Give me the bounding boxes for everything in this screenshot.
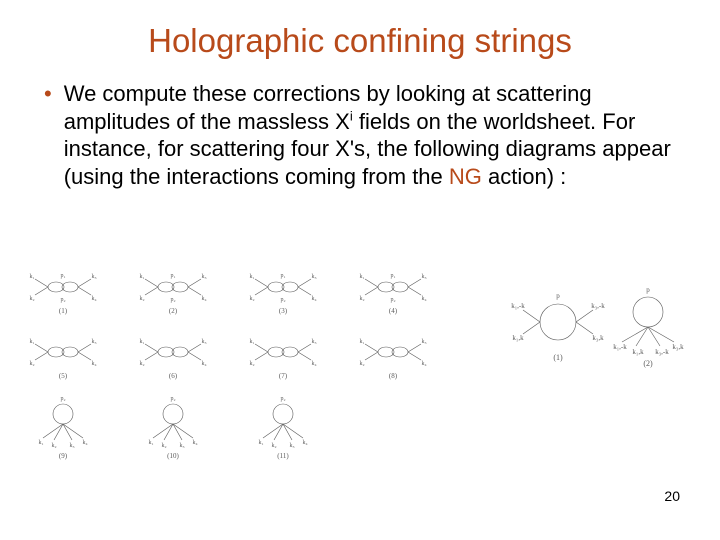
svg-text:k₁,-k: k₁,-k	[511, 302, 525, 310]
svg-text:k₃: k₃	[421, 274, 426, 280]
svg-text:k₃: k₃	[91, 274, 96, 280]
bullet-item: • We compute these corrections by lookin…	[0, 80, 720, 190]
svg-text:p: p	[556, 292, 560, 300]
svg-text:k₁: k₁	[249, 339, 254, 345]
svg-text:k₃: k₃	[311, 339, 316, 345]
svg-text:k₂: k₂	[161, 443, 166, 449]
svg-text:(1): (1)	[553, 353, 563, 362]
svg-text:k₁: k₁	[258, 440, 263, 446]
page-title: Holographic confining strings	[0, 0, 720, 60]
svg-text:k₄: k₄	[302, 440, 307, 446]
svg-text:k₃: k₃	[91, 339, 96, 345]
svg-text:k₂: k₂	[359, 296, 364, 302]
svg-text:k₁: k₁	[38, 440, 43, 446]
page-number: 20	[664, 488, 680, 504]
svg-text:k₁,k: k₁,k	[632, 348, 644, 356]
svg-text:k₄: k₄	[201, 361, 206, 367]
svg-text:(2): (2)	[169, 307, 178, 315]
svg-text:k₄: k₄	[311, 361, 316, 367]
svg-text:k₄: k₄	[91, 361, 96, 367]
svg-text:k₃: k₃	[421, 339, 426, 345]
svg-text:k₁: k₁	[29, 274, 34, 280]
svg-text:k₃,k: k₃,k	[672, 343, 684, 351]
svg-text:p₂: p₂	[280, 297, 285, 303]
svg-text:k₁: k₁	[249, 274, 254, 280]
svg-text:(8): (8)	[389, 372, 398, 380]
diagram-right: k₁,-k k₁,k k₃,-k k₃,k p (1) k₁,-k k₁,k k…	[511, 286, 684, 368]
svg-text:k₃: k₃	[311, 274, 316, 280]
svg-text:k₃,k: k₃,k	[592, 334, 604, 342]
svg-text:k₁: k₁	[139, 274, 144, 280]
svg-text:k₂: k₂	[139, 361, 144, 367]
svg-text:(4): (4)	[389, 307, 398, 315]
svg-text:p₂: p₂	[170, 297, 175, 303]
svg-text:(1): (1)	[59, 307, 68, 315]
svg-text:p₁: p₁	[280, 273, 285, 279]
svg-text:k₁,-k: k₁,-k	[613, 343, 627, 351]
svg-text:k₂: k₂	[139, 296, 144, 302]
svg-text:p₂: p₂	[60, 396, 65, 402]
svg-text:k₂: k₂	[51, 443, 56, 449]
svg-text:(9): (9)	[59, 452, 68, 460]
svg-text:k₂: k₂	[271, 443, 276, 449]
svg-text:p₂: p₂	[390, 297, 395, 303]
svg-text:k₃: k₃	[289, 443, 294, 449]
svg-text:k₂: k₂	[29, 361, 34, 367]
svg-text:p: p	[646, 286, 650, 294]
svg-text:k₃,-k: k₃,-k	[591, 302, 605, 310]
svg-text:(6): (6)	[169, 372, 178, 380]
svg-text:(5): (5)	[59, 372, 68, 380]
svg-text:k₄: k₄	[311, 296, 316, 302]
svg-text:k₂: k₂	[359, 361, 364, 367]
svg-text:p₂: p₂	[170, 396, 175, 402]
svg-text:(11): (11)	[277, 452, 289, 460]
svg-text:k₃: k₃	[179, 443, 184, 449]
svg-text:p₁: p₁	[390, 273, 395, 279]
svg-text:k₁: k₁	[359, 274, 364, 280]
svg-text:k₁: k₁	[29, 339, 34, 345]
svg-text:k₁,k: k₁,k	[512, 334, 524, 342]
bullet-marker: •	[44, 80, 52, 108]
svg-text:k₂: k₂	[29, 296, 34, 302]
svg-text:p₁: p₁	[170, 273, 175, 279]
xi-base: X	[335, 109, 350, 134]
diagram-row-1: k₁ k₂ k₃ k₄ p₁ p₂ (1) k₁ k₂ k₃ k₄ p₁ p₂ (2) k₁…	[29, 273, 426, 315]
svg-text:p₂: p₂	[60, 297, 65, 303]
svg-text:(7): (7)	[279, 372, 288, 380]
svg-text:k₄: k₄	[201, 296, 206, 302]
svg-text:k₃: k₃	[201, 339, 206, 345]
svg-text:(10): (10)	[167, 452, 179, 460]
svg-text:k₁: k₁	[139, 339, 144, 345]
svg-text:k₄: k₄	[192, 440, 197, 446]
feynman-diagrams: k₁ k₂ k₃ k₄ p₁ p₂ (1) k₁ k₂ k₃ k₄ p₁ p₂ (2) k₁…	[18, 262, 708, 482]
diagram-row-2: k₁ k₂ k₃ k₄ (5) k₁ k₂ k₃ k₄ (6) k₁ k₂ k₃ k₄ (7…	[29, 339, 426, 380]
svg-text:k₁: k₁	[359, 339, 364, 345]
xi-symbol: Xi	[335, 109, 353, 134]
svg-text:k₄: k₄	[82, 440, 87, 446]
svg-text:k₃,-k: k₃,-k	[655, 348, 669, 356]
svg-text:k₃: k₃	[201, 274, 206, 280]
svg-text:k₂: k₂	[249, 361, 254, 367]
bullet-text-3: action) :	[482, 164, 566, 189]
svg-text:p₁: p₁	[60, 273, 65, 279]
svg-text:k₂: k₂	[249, 296, 254, 302]
diagram-row-3: k₁k₂ k₃k₄ p₂ (9) k₁k₂ k₃k₄ p₂ (10) k₁k₂ …	[38, 396, 307, 460]
svg-text:k₄: k₄	[421, 361, 426, 367]
svg-text:k₁: k₁	[148, 440, 153, 446]
svg-text:(3): (3)	[279, 307, 288, 315]
svg-text:p₂: p₂	[280, 396, 285, 402]
svg-text:k₄: k₄	[91, 296, 96, 302]
bullet-text: We compute these corrections by looking …	[64, 80, 680, 190]
svg-text:(2): (2)	[643, 359, 653, 368]
svg-text:k₄: k₄	[421, 296, 426, 302]
ng-text: NG	[449, 164, 482, 189]
svg-text:k₃: k₃	[69, 443, 74, 449]
